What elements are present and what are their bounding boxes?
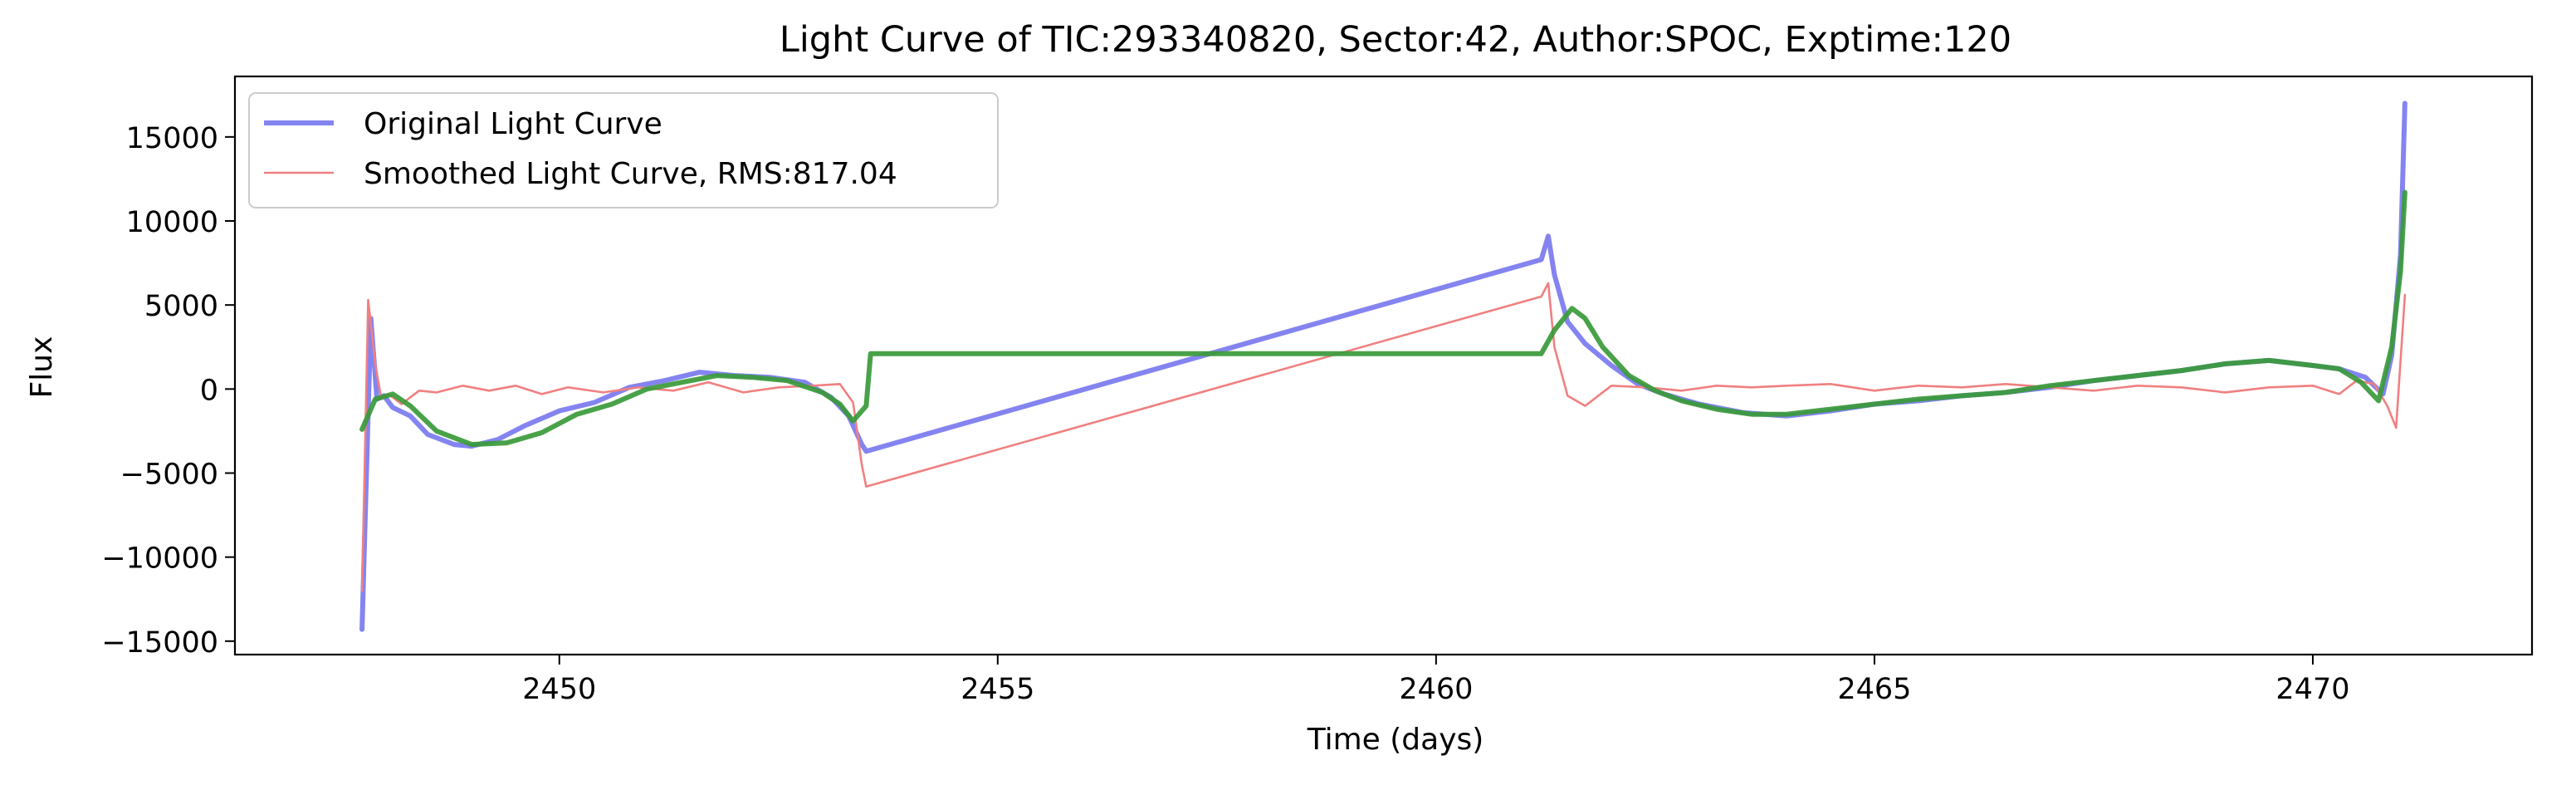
y-tick-label: 15000 (126, 122, 218, 155)
y-tick-label: 5000 (144, 290, 218, 323)
legend-label-original: Original Light Curve (364, 107, 662, 141)
chart-title: Light Curve of TIC:293340820, Sector:42,… (780, 19, 2011, 61)
x-tick-label: 2465 (1837, 673, 1911, 706)
series-trend-line (359, 189, 2407, 448)
y-tick-label: −5000 (120, 458, 218, 491)
x-axis: 2450 2455 2460 2465 2470 (522, 655, 2350, 706)
x-tick-label: 2450 (522, 673, 596, 706)
legend-label-smoothed: Smoothed Light Curve, RMS:817.04 (364, 157, 897, 191)
x-axis-label: Time (days) (1307, 723, 1484, 757)
y-tick-label: −15000 (101, 626, 218, 660)
series-layer (359, 101, 2407, 632)
y-axis: −15000 −10000 −5000 0 5000 10000 15000 (101, 122, 235, 660)
y-tick-label: −10000 (101, 542, 218, 576)
y-tick-label: 10000 (126, 206, 218, 239)
x-tick-label: 2470 (2275, 673, 2349, 706)
x-tick-label: 2455 (961, 673, 1034, 706)
series-smoothed-line (360, 282, 2407, 592)
y-axis-label: Flux (25, 336, 59, 399)
plot-frame (233, 75, 2534, 656)
legend-box (248, 92, 999, 209)
y-tick-label: 0 (200, 374, 218, 407)
legend: Original Light Curve Smoothed Light Curv… (248, 92, 999, 209)
x-tick-label: 2460 (1399, 673, 1473, 706)
